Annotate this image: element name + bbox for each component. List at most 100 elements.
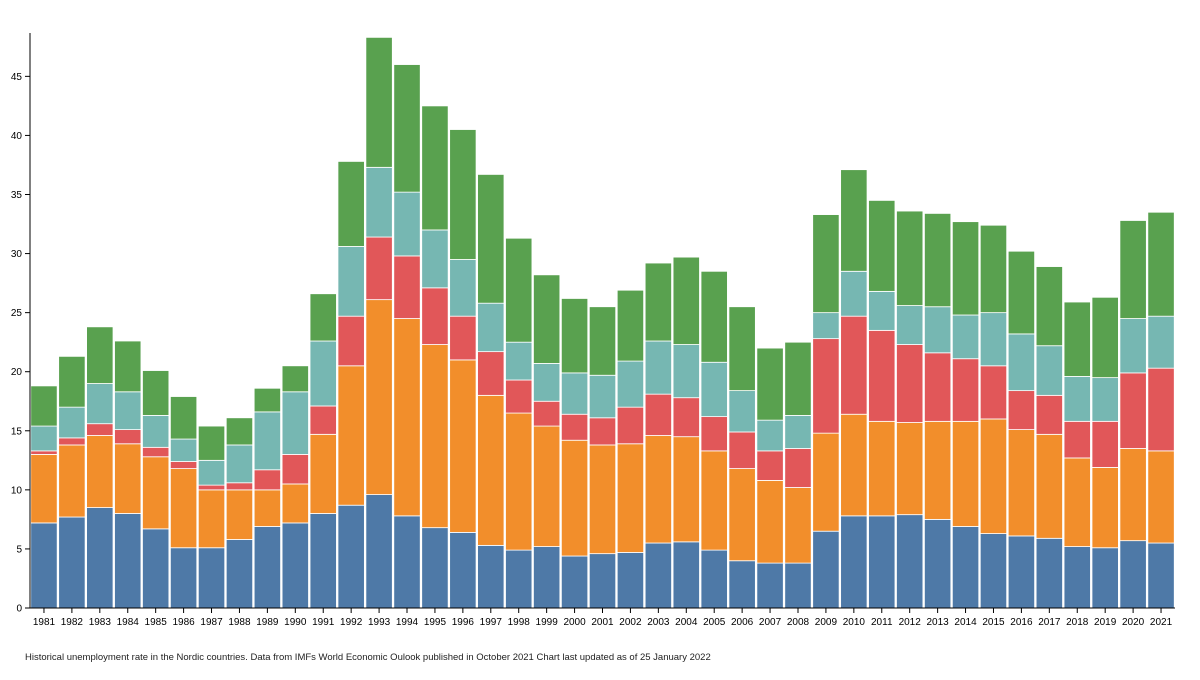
x-tick-label-2010: 2010: [843, 617, 866, 628]
bar-segment-1984-3: [114, 391, 142, 431]
bar-segment-1983-1: [86, 435, 114, 508]
x-tick-label-1997: 1997: [480, 617, 503, 628]
bar-segment-1989-2: [253, 469, 281, 491]
bar-segment-1990-1: [281, 483, 309, 524]
bar-segment-2018-3: [1063, 376, 1091, 422]
bar-segment-2017-3: [1035, 345, 1063, 396]
bar-segment-1985-3: [142, 415, 170, 448]
bar-segment-1992-3: [337, 246, 365, 317]
x-tick-label-2002: 2002: [619, 617, 642, 628]
bar-segment-2004-2: [672, 397, 700, 438]
bar-segment-1985-1: [142, 456, 170, 530]
x-tick-label-2011: 2011: [871, 617, 893, 628]
bar-segment-1981-1: [30, 454, 58, 524]
bar-segment-1981-3: [30, 425, 58, 452]
bar-segment-1991-3: [309, 340, 337, 407]
bar-segment-2000-4: [560, 298, 589, 374]
bar-segment-2013-0: [924, 518, 952, 609]
bar-segment-1995-0: [421, 527, 449, 609]
bar-segment-2001-4: [588, 306, 617, 376]
bar-segment-1996-2: [449, 315, 477, 361]
bar-segment-2005-0: [700, 549, 728, 609]
bar-segment-2020-0: [1119, 540, 1147, 609]
bar-segment-2003-1: [644, 435, 672, 544]
bar-segment-2012-4: [896, 210, 924, 306]
x-tick-label-2003: 2003: [647, 617, 670, 628]
bar-segment-2008-4: [784, 341, 812, 416]
bar-segment-1983-0: [86, 507, 114, 609]
bar-segment-2017-0: [1035, 537, 1063, 609]
x-tick-label-1985: 1985: [145, 617, 168, 628]
bar-segment-2000-2: [560, 413, 589, 441]
bar-segment-2010-0: [840, 515, 868, 609]
x-tick-label-2007: 2007: [759, 617, 782, 628]
bar-segment-1998-1: [505, 412, 533, 551]
bar-segment-1982-4: [58, 355, 86, 408]
bar-segment-2002-0: [616, 552, 645, 609]
bar-segment-2001-3: [588, 374, 617, 419]
bar-segment-1999-3: [533, 363, 561, 402]
bar-segment-2019-2: [1091, 420, 1119, 468]
x-tick-label-2012: 2012: [899, 617, 922, 628]
x-tick-label-1999: 1999: [536, 617, 559, 628]
bar-segment-1993-0: [365, 494, 393, 609]
bar-segment-2014-4: [951, 221, 980, 316]
bar-segment-2021-4: [1147, 211, 1175, 317]
bar-segment-1994-0: [393, 515, 421, 609]
bar-segment-2001-2: [588, 417, 617, 446]
bar-segment-2007-2: [756, 450, 784, 481]
bar-segment-1996-0: [449, 531, 477, 609]
bar-segment-2002-1: [616, 443, 645, 553]
y-tick-label-25: 25: [11, 308, 23, 319]
bar-segment-1995-1: [421, 344, 449, 529]
bar-segment-2021-0: [1147, 542, 1175, 609]
bar-segment-1992-1: [337, 365, 365, 506]
bar-segment-2014-1: [951, 420, 980, 527]
bar-segment-1981-2: [30, 450, 58, 455]
bar-segment-1997-2: [477, 351, 505, 396]
bar-segment-2006-4: [728, 306, 756, 392]
bar-segment-1987-3: [197, 459, 226, 486]
x-tick-label-1993: 1993: [368, 617, 391, 628]
bar-segment-2014-0: [951, 526, 980, 609]
bar-segment-2003-0: [644, 542, 672, 609]
x-tick-label-2014: 2014: [954, 617, 977, 628]
y-tick-label-15: 15: [11, 426, 23, 437]
bar-segment-2010-4: [840, 169, 868, 272]
bar-segment-2006-3: [728, 390, 756, 433]
bar-segment-2015-3: [979, 312, 1008, 367]
bar-segment-2016-0: [1007, 535, 1036, 609]
bar-segment-2020-4: [1119, 220, 1147, 319]
bar-segment-1990-2: [281, 454, 309, 485]
bar-segment-2008-1: [784, 487, 812, 564]
bar-segment-1981-0: [30, 522, 58, 609]
bar-segment-2017-4: [1035, 266, 1063, 347]
bar-segment-2013-2: [924, 352, 952, 422]
x-tick-label-1983: 1983: [89, 617, 112, 628]
bar-segment-1987-0: [197, 547, 226, 609]
bar-segment-2021-2: [1147, 367, 1175, 452]
bar-segment-2012-0: [896, 514, 924, 609]
bar-segment-2016-4: [1007, 250, 1036, 335]
bar-segment-1985-4: [142, 370, 170, 416]
bar-segment-1984-0: [114, 513, 142, 609]
bar-segment-1983-4: [86, 326, 114, 384]
bar-segment-2002-3: [616, 360, 645, 408]
bar-segment-1986-3: [169, 438, 198, 462]
bar-segment-2006-1: [728, 468, 756, 562]
bar-segment-1988-3: [225, 444, 254, 484]
x-tick-label-1990: 1990: [284, 617, 307, 628]
y-tick-label-35: 35: [11, 190, 23, 201]
bar-segment-1986-2: [169, 461, 198, 469]
x-tick-label-1986: 1986: [172, 617, 195, 628]
bar-segment-2012-1: [896, 422, 924, 516]
bar-segment-1987-1: [197, 489, 226, 549]
axes-layer: 0 5 10 15 20 25 30 35 40 45 1981 1982 1983 1984 1985 19…: [11, 33, 1175, 628]
bar-segment-1998-2: [505, 379, 533, 414]
bar-segment-2001-1: [588, 444, 617, 555]
bar-segment-1997-4: [477, 174, 505, 304]
bar-segment-2021-1: [1147, 450, 1175, 544]
bar-segment-2011-3: [868, 290, 896, 331]
x-tick-label-2000: 2000: [563, 617, 586, 628]
